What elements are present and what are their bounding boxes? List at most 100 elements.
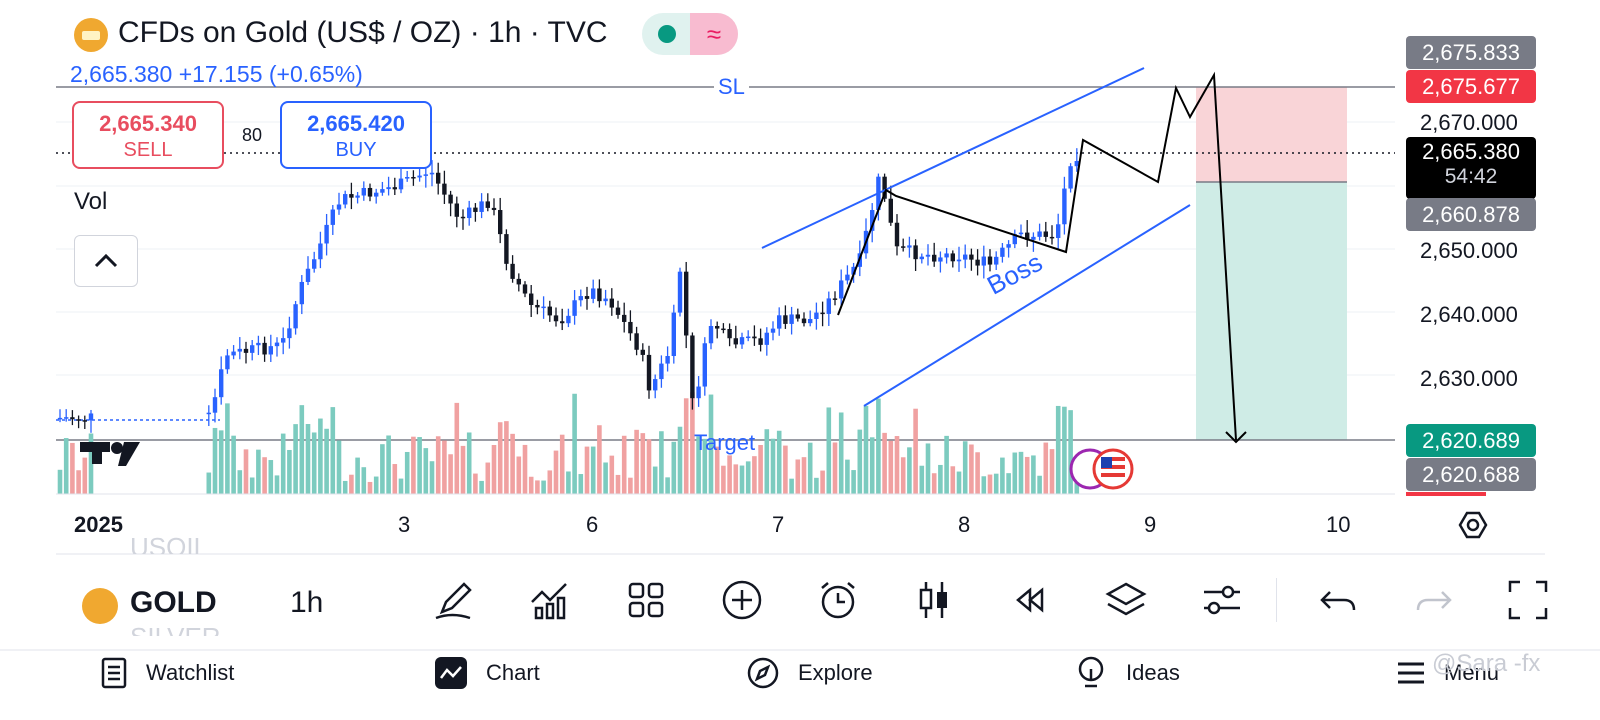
candle-body — [578, 296, 583, 301]
price-tag-target: 2,620.689 — [1406, 424, 1536, 457]
price-axis-tick: 2,630.000 — [1420, 366, 1518, 391]
candle-body — [250, 345, 255, 353]
delayed-data-icon: ≈ — [690, 13, 738, 55]
volume-bar — [888, 440, 894, 494]
candle-body — [696, 386, 701, 399]
candle-body — [429, 172, 435, 175]
author-watermark: @Sara -fx — [1432, 650, 1541, 677]
volume-bar — [962, 441, 968, 494]
volume-bar — [454, 402, 460, 494]
candle-body — [950, 253, 955, 262]
nav-ideas[interactable]: Ideas — [1074, 650, 1180, 696]
sell-button[interactable]: 2,665.340 SELL — [72, 101, 224, 169]
volume-bar — [448, 454, 453, 494]
candle-body — [485, 201, 490, 208]
redo-icon[interactable] — [1412, 578, 1456, 622]
timeframe-selector[interactable]: 1h — [290, 586, 324, 619]
volume-bar — [814, 477, 819, 494]
volume-bar — [938, 464, 943, 494]
nav-menu[interactable]: Menu — [1396, 650, 1499, 696]
target-label: Target — [694, 430, 756, 455]
volume-bar — [603, 462, 608, 494]
market-status-pill[interactable]: ≈ — [642, 13, 738, 55]
settings-sliders-icon[interactable] — [1200, 578, 1244, 622]
volume-bar — [497, 422, 503, 494]
chart-settings-icon[interactable] — [1458, 510, 1488, 540]
take-profit-zone — [1196, 182, 1347, 440]
symbol-title[interactable]: CFDs on Gold (US$ / OZ) · 1h · TVC — [118, 16, 608, 49]
volume-bar — [702, 438, 708, 494]
nav-chart[interactable]: Chart — [434, 650, 540, 696]
volume-bar — [956, 471, 962, 494]
time-axis-label: 10 — [1326, 512, 1351, 537]
candle-body — [547, 306, 552, 316]
last-price-change: 2,665.380 +17.155 (+0.65%) — [70, 61, 363, 87]
volume-bar — [857, 429, 863, 494]
price-axis-tick: 2,670.000 — [1420, 110, 1518, 135]
layout-icon[interactable] — [624, 578, 668, 622]
volume-bar — [628, 477, 633, 494]
volume-bar — [249, 477, 255, 494]
volume-bar — [280, 433, 286, 494]
fullscreen-icon[interactable] — [1506, 578, 1550, 622]
candle-body — [417, 175, 422, 178]
volume-bar — [466, 432, 472, 494]
volume-bar — [429, 461, 435, 494]
candle-body — [987, 256, 993, 265]
candle-body — [795, 314, 800, 319]
candle-body — [374, 192, 379, 197]
candle-body — [770, 328, 776, 333]
symbol-selector[interactable]: GOLD — [130, 586, 217, 619]
undo-icon[interactable] — [1316, 578, 1360, 622]
volume-bar — [919, 465, 925, 494]
buy-price: 2,665.420 — [307, 111, 405, 136]
channel-upper-line — [761, 67, 1145, 249]
candle-body — [733, 338, 738, 345]
volume-bar — [969, 444, 974, 494]
buy-button[interactable]: 2,665.420 BUY — [280, 101, 432, 169]
candle-body — [219, 369, 224, 398]
candle-body — [1012, 234, 1017, 245]
add-icon[interactable] — [720, 578, 764, 622]
nav-explore[interactable]: Explore — [746, 650, 873, 696]
symbol-prev[interactable]: USOIL — [130, 532, 209, 554]
drawing-icon[interactable] — [432, 578, 476, 622]
candle-body — [801, 318, 807, 324]
volume-indicator-label[interactable]: Vol — [74, 188, 108, 215]
replay-icon[interactable] — [1008, 578, 1052, 622]
alert-icon[interactable] — [816, 578, 860, 622]
layers-icon[interactable] — [1104, 578, 1148, 622]
tradingview-logo — [80, 442, 140, 466]
collapse-indicators-button[interactable] — [74, 235, 138, 287]
candle-body — [882, 176, 887, 199]
volume-bar — [485, 462, 491, 494]
candle-body — [789, 314, 794, 324]
volume-bar — [522, 444, 528, 494]
candle-body — [504, 234, 509, 264]
candle-body — [535, 304, 540, 308]
volume-bar — [714, 446, 720, 494]
candle-body — [262, 342, 267, 355]
indicators-icon[interactable] — [528, 578, 572, 622]
volume-bar — [57, 469, 63, 494]
volume-bar — [342, 480, 348, 494]
candle-body — [634, 333, 639, 350]
lightbulb-icon — [1078, 656, 1104, 688]
candle-body — [603, 298, 608, 302]
symbol-next[interactable]: SILVER — [130, 622, 221, 636]
candle-body — [566, 315, 571, 324]
volume-bar — [944, 435, 949, 494]
volume-bar — [584, 446, 590, 494]
events-icon — [1069, 448, 1134, 490]
volume-bar — [1006, 473, 1011, 494]
candle-body — [479, 201, 484, 212]
candle-body — [299, 281, 304, 305]
nav-watchlist[interactable]: Watchlist — [100, 650, 234, 696]
chart-type-icon[interactable] — [912, 578, 956, 622]
candle-body — [1025, 232, 1030, 240]
volume-bar — [237, 470, 243, 494]
volume-bar — [218, 430, 224, 494]
candle-body — [361, 187, 366, 196]
candle-body — [448, 194, 453, 204]
